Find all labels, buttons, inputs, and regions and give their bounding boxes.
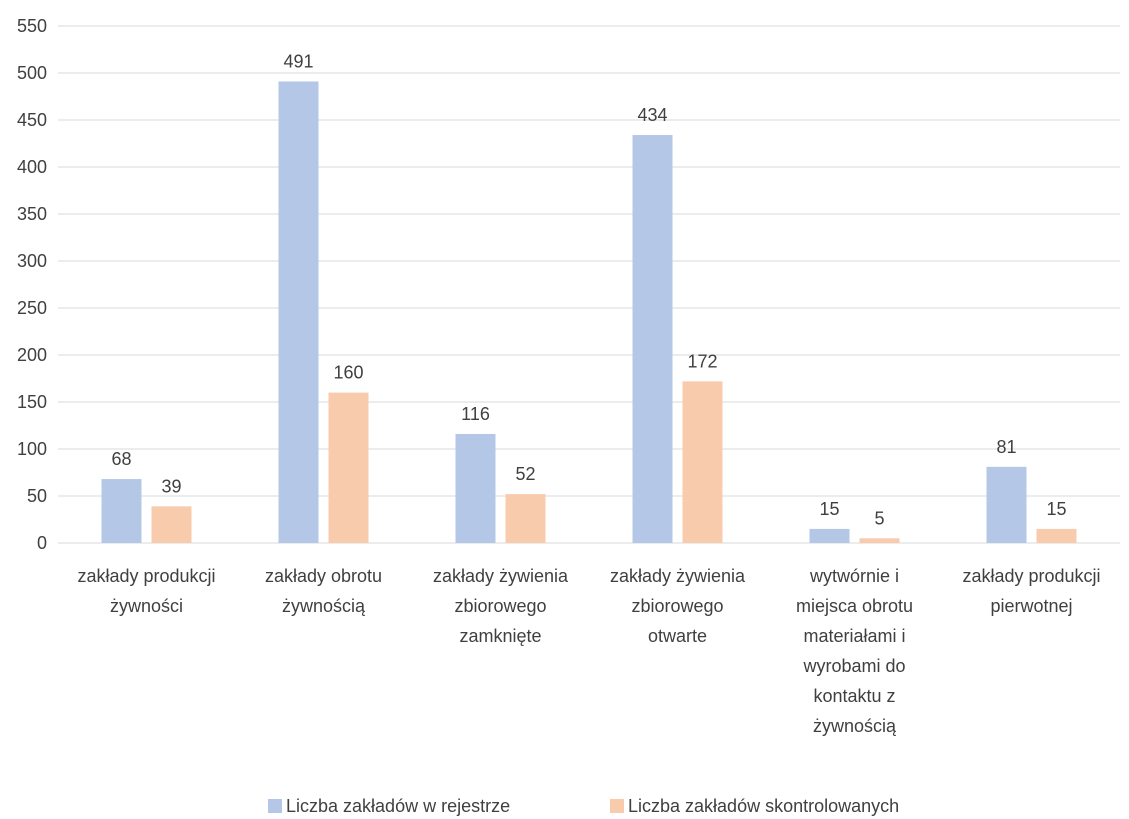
y-tick-label: 500 — [17, 63, 47, 83]
y-tick-label: 200 — [17, 345, 47, 365]
data-label: 15 — [1046, 499, 1066, 519]
data-label: 491 — [283, 51, 313, 71]
x-category-label: wytwórnie i — [809, 566, 899, 586]
legend-swatch — [610, 799, 624, 813]
bar — [682, 381, 723, 543]
x-category-label: zbiorowego — [631, 596, 723, 616]
bar — [278, 81, 319, 544]
data-label: 81 — [996, 437, 1016, 457]
y-tick-label: 0 — [37, 533, 47, 553]
data-label: 434 — [637, 105, 667, 125]
bars — [101, 81, 1077, 544]
x-category-label: kontaktu z — [813, 686, 895, 706]
y-tick-label: 400 — [17, 157, 47, 177]
x-category-label: materiałami i — [803, 626, 905, 646]
data-label: 172 — [687, 351, 717, 371]
bar — [101, 479, 142, 543]
x-category-label: żywnością — [813, 716, 897, 736]
bar — [505, 494, 546, 543]
y-tick-label: 100 — [17, 439, 47, 459]
bar — [986, 466, 1027, 543]
x-category-label: żywnością — [282, 596, 366, 616]
legend-label: Liczba zakładów w rejestrze — [286, 796, 510, 816]
bar — [859, 538, 900, 543]
bar — [328, 392, 369, 543]
x-category-label: wyrobami do — [802, 656, 905, 676]
x-category-label: zbiorowego — [454, 596, 546, 616]
data-label: 160 — [333, 363, 363, 383]
x-category-label: zakłady produkcji — [77, 566, 215, 586]
x-category-label: zakłady żywienia — [433, 566, 569, 586]
bar — [809, 528, 850, 543]
bar — [455, 433, 496, 543]
data-label: 39 — [161, 476, 181, 496]
data-label: 52 — [515, 464, 535, 484]
bar — [632, 135, 673, 544]
x-category-label: zakłady produkcji — [962, 566, 1100, 586]
gridlines — [58, 25, 1120, 544]
legend-label: Liczba zakładów skontrolowanych — [628, 796, 899, 816]
y-tick-label: 150 — [17, 392, 47, 412]
y-tick-label: 450 — [17, 110, 47, 130]
data-label: 5 — [874, 508, 884, 528]
bar — [151, 506, 192, 543]
y-axis-tick-labels: 0 50 100 150 200 250 300 350 400 450 500 550 — [17, 16, 47, 553]
x-axis-category-labels: zakłady produkcji żywności zakłady obrotu ż… — [77, 566, 1100, 736]
y-tick-label: 550 — [17, 16, 47, 36]
bar — [1036, 528, 1077, 543]
legend-swatch — [268, 799, 282, 813]
x-category-label: miejsca obrotu — [796, 596, 913, 616]
data-label: 68 — [111, 449, 131, 469]
x-category-label: pierwotnej — [990, 596, 1072, 616]
x-category-label: otwarte — [648, 626, 707, 646]
y-tick-label: 250 — [17, 298, 47, 318]
data-labels: 68 39 491 160 116 52 434 172 15 5 81 15 — [111, 51, 1066, 528]
x-category-label: żywności — [110, 596, 183, 616]
y-tick-label: 300 — [17, 251, 47, 271]
x-category-label: zakłady obrotu — [265, 566, 382, 586]
data-label: 15 — [819, 499, 839, 519]
y-tick-label: 350 — [17, 204, 47, 224]
legend: Liczba zakładów w rejestrze Liczba zakład… — [268, 796, 899, 816]
data-label: 116 — [461, 404, 490, 424]
y-tick-label: 50 — [27, 486, 47, 506]
x-category-label: zakłady żywienia — [610, 566, 746, 586]
x-category-label: zamknięte — [459, 626, 541, 646]
